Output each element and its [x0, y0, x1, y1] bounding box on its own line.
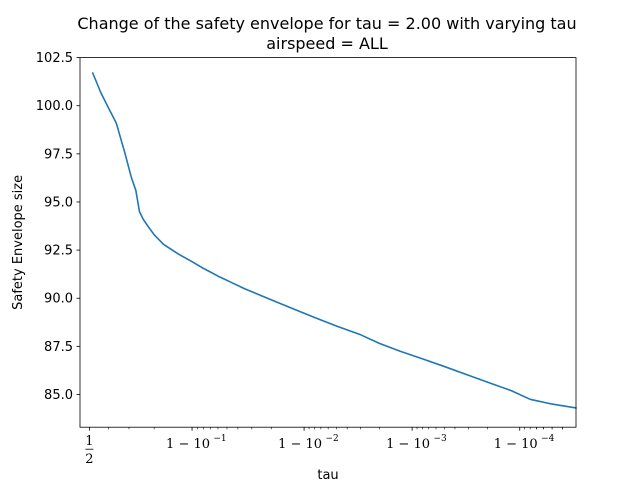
y-tick-label: 102.5	[36, 51, 73, 66]
y-tick-label: 90.0	[44, 292, 73, 307]
y-tick-label: 95.0	[44, 195, 73, 210]
y-tick-label: 92.5	[44, 244, 73, 259]
x-tick-label: 1 − 10	[494, 437, 538, 452]
x-tick-label-exponent: −3	[433, 434, 447, 444]
x-tick-label: 1 − 10	[386, 437, 430, 452]
x-tick-label-exponent: −4	[541, 434, 555, 444]
x-tick-label-exponent: −2	[325, 434, 338, 444]
y-axis: 85.0 87.5 90.0 92.5 95.0 97.5 100.0 102.5	[36, 51, 80, 403]
y-tick-label: 85.0	[44, 388, 73, 403]
x-tick-label-numerator: 1	[85, 434, 93, 449]
y-tick-label: 87.5	[44, 340, 73, 355]
x-tick-label-denominator: 2	[85, 452, 93, 467]
x-tick-label-exponent: −1	[213, 434, 226, 444]
y-tick-label: 97.5	[44, 147, 73, 162]
x-axis: 121 − 10 −1 1 − 10 −2 1 − 10 −3 1 − 10 −4	[85, 427, 555, 467]
data-line	[91, 72, 577, 409]
y-tick-label: 100.0	[36, 99, 73, 114]
x-axis-label: tau	[317, 468, 338, 480]
y-axis-label: Safety Envelope size	[11, 175, 26, 310]
plot-frame	[79, 57, 577, 428]
chart-title-line-1: Change of the safety envelope for tau = …	[77, 14, 576, 33]
x-tick-label: 1 − 10	[278, 437, 322, 452]
x-tick-label: 1 − 10	[166, 437, 210, 452]
chart-title-line-2: airspeed = ALL	[266, 34, 388, 53]
